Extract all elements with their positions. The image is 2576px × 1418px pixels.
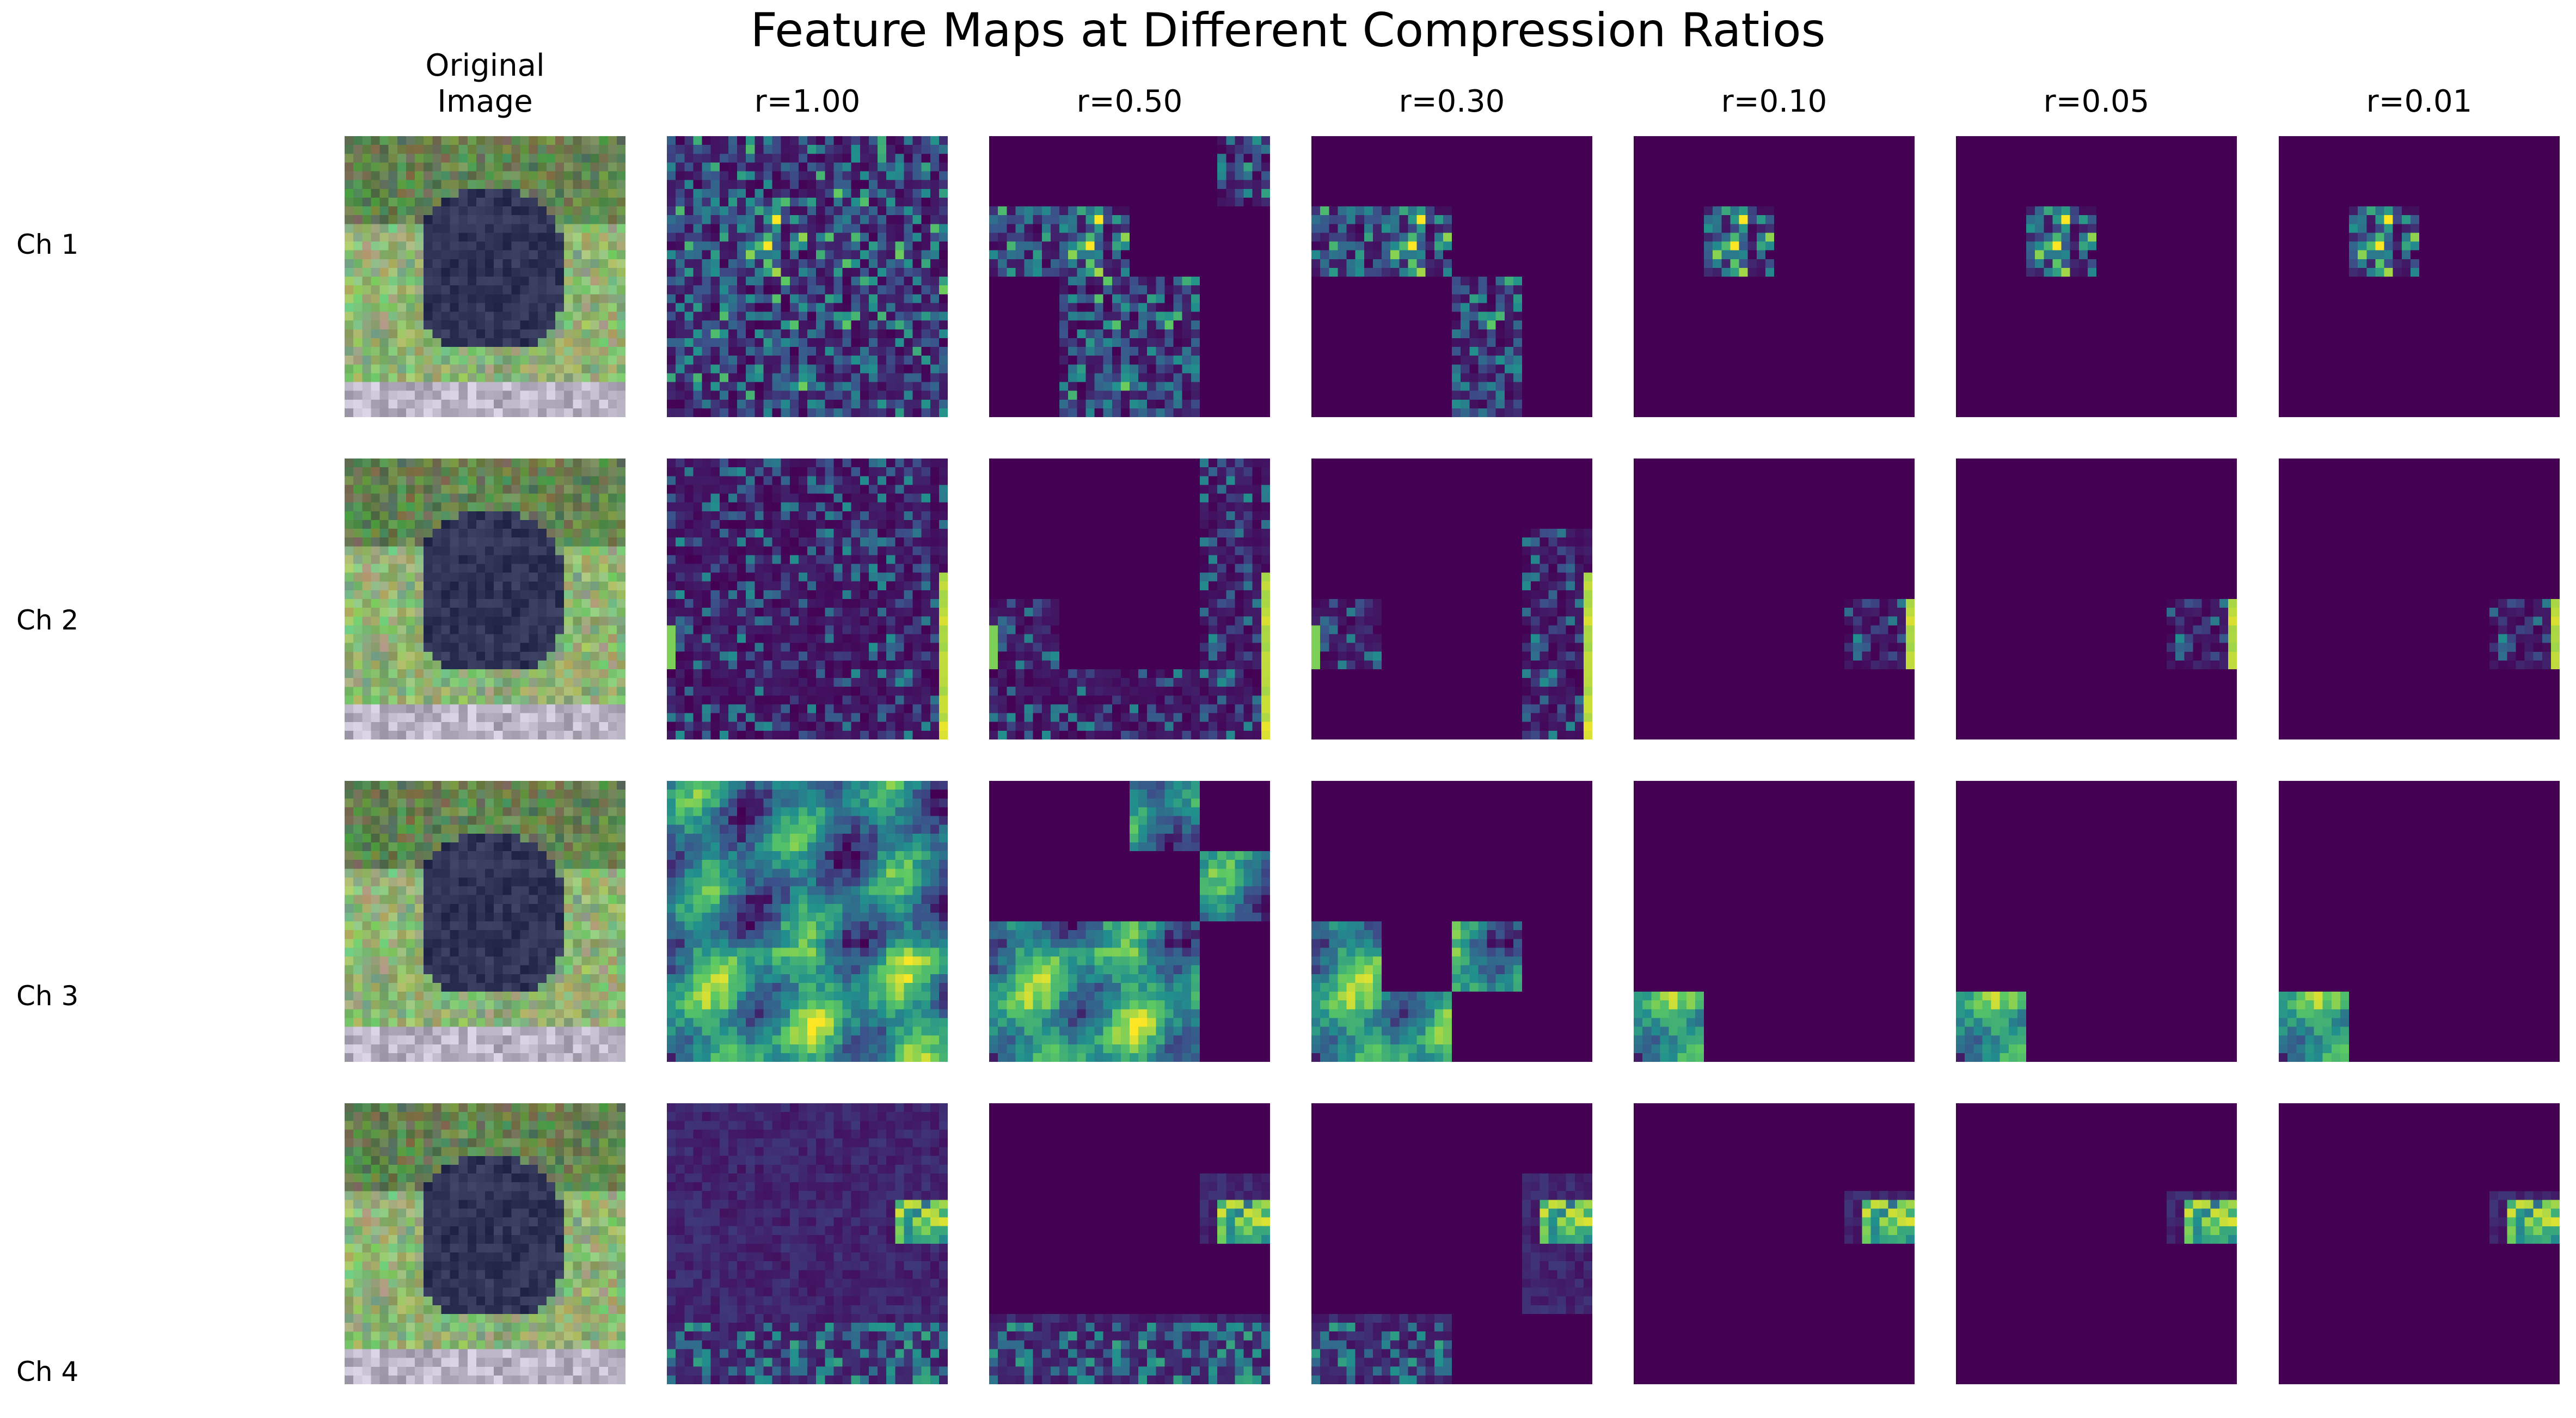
feature-map-ch3-r1 [667, 781, 948, 1062]
feature-map-ch3-r0.01 [2279, 781, 2560, 1062]
feature-map-ch1-r0.1 [1634, 136, 1915, 417]
original-image-panel [345, 136, 625, 417]
feature-map-ch3-r0.5 [989, 781, 1270, 1062]
feature-map-ch3-r0.05 [1956, 781, 2237, 1062]
column-header-line: r=0.50 [1076, 84, 1183, 119]
feature-map-ch1-r0.3 [1311, 136, 1592, 417]
column-header: Original Image [344, 48, 627, 120]
feature-map-ch4-r0.05 [1956, 1103, 2237, 1384]
column-header-line: Image [437, 84, 533, 119]
column-header-line: r=0.01 [2366, 84, 2473, 119]
feature-map-ch4-r0.3 [1311, 1103, 1592, 1384]
feature-map-ch2-r0.05 [1956, 459, 2237, 739]
feature-map-ch3-r0.3 [1311, 781, 1592, 1062]
column-header-line: r=1.00 [754, 84, 861, 119]
row-label: Ch 3 [16, 980, 79, 1012]
feature-map-ch2-r0.5 [989, 459, 1270, 739]
column-header: r=0.30 [1310, 84, 1593, 120]
figure-title: Feature Maps at Different Compression Ra… [750, 3, 1826, 58]
feature-map-ch2-r0.1 [1634, 459, 1915, 739]
feature-map-ch3-r0.1 [1634, 781, 1915, 1062]
feature-map-ch4-r0.5 [989, 1103, 1270, 1384]
row-label: Ch 4 [16, 1356, 79, 1388]
row-label: Ch 2 [16, 604, 79, 636]
feature-map-ch1-r0.01 [2279, 136, 2560, 417]
original-image-panel [345, 459, 625, 739]
feature-map-ch2-r1 [667, 459, 948, 739]
feature-map-ch4-r0.01 [2279, 1103, 2560, 1384]
column-header: r=0.50 [988, 84, 1271, 120]
column-header-line: r=0.10 [1721, 84, 1827, 119]
column-header-line: Original [425, 48, 545, 83]
original-image-panel [345, 781, 625, 1062]
column-header: r=0.10 [1633, 84, 1916, 120]
feature-map-ch1-r0.05 [1956, 136, 2237, 417]
column-header: r=0.01 [2278, 84, 2561, 120]
row-label: Ch 1 [16, 229, 79, 260]
feature-map-ch1-r0.5 [989, 136, 1270, 417]
column-header-line: r=0.05 [2043, 84, 2150, 119]
feature-map-ch1-r1 [667, 136, 948, 417]
feature-map-ch2-r0.3 [1311, 459, 1592, 739]
feature-map-ch4-r0.1 [1634, 1103, 1915, 1384]
original-image-panel [345, 1103, 625, 1384]
column-header: r=0.05 [1955, 84, 2238, 120]
feature-map-ch4-r1 [667, 1103, 948, 1384]
column-header: r=1.00 [666, 84, 949, 120]
column-header-line: r=0.30 [1399, 84, 1505, 119]
feature-map-ch2-r0.01 [2279, 459, 2560, 739]
